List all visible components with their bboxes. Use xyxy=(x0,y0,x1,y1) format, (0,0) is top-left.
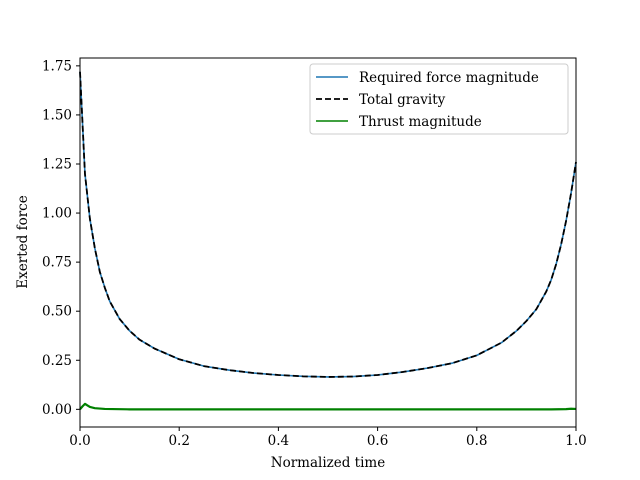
x-tick-label: 0.8 xyxy=(466,433,487,449)
y-tick-label: 1.25 xyxy=(42,156,72,172)
y-axis-label: Exerted force xyxy=(15,195,31,288)
x-tick-label: 0.0 xyxy=(69,433,90,449)
legend: Required force magnitude Total gravity Thr… xyxy=(309,63,569,135)
y-tick-label: 0.00 xyxy=(42,402,72,418)
legend-label: Total gravity xyxy=(359,92,446,108)
y-tick-label: 1.75 xyxy=(42,58,72,74)
y-tick-label: 0.50 xyxy=(42,304,72,320)
x-tick-label: 1.0 xyxy=(565,433,586,449)
plot-frame xyxy=(79,57,577,428)
y-tick-label: 1.00 xyxy=(42,206,72,222)
x-tick-label: 0.2 xyxy=(168,433,189,449)
x-tick-label: 0.4 xyxy=(268,433,289,449)
x-axis: 0.0 0.2 0.4 0.6 0.8 1.0 xyxy=(69,427,587,449)
x-axis-label: Normalized time xyxy=(271,455,385,471)
x-tick-label: 0.6 xyxy=(367,433,388,449)
y-tick-label: 0.75 xyxy=(42,255,72,271)
legend-label: Thrust magnitude xyxy=(359,114,482,130)
y-tick-label: 1.50 xyxy=(42,107,72,123)
y-tick-label: 0.25 xyxy=(42,353,72,369)
series-line-1 xyxy=(79,71,577,378)
legend-label: Required force magnitude xyxy=(359,70,539,86)
y-axis: 0.00 0.25 0.50 0.75 1.00 1.25 1.50 1.75 xyxy=(42,58,80,418)
legend-box xyxy=(309,63,569,135)
series-line-2 xyxy=(79,402,577,411)
plot-lines xyxy=(79,71,577,411)
